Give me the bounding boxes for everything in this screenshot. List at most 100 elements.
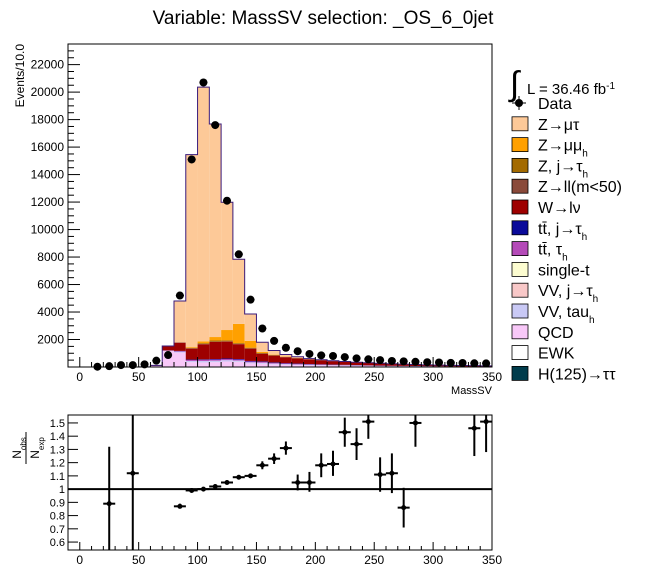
data-point <box>140 360 149 369</box>
stack-bar <box>197 344 210 360</box>
ratio-point <box>401 505 407 511</box>
legend-swatch <box>511 345 529 361</box>
stack-bar <box>209 123 222 338</box>
stack-bar <box>256 351 269 353</box>
legend-label-subscript: h <box>582 148 588 159</box>
ratio-x-tick-label: 100 <box>188 553 208 567</box>
stack-bar <box>221 202 233 331</box>
legend-label: W→lν <box>538 200 581 217</box>
stack-bar <box>244 347 257 349</box>
luminosity-exponent: -1 <box>606 81 615 92</box>
legend-swatch <box>511 220 529 236</box>
legend-swatch <box>511 199 529 215</box>
ratio-x-tick-label: 350 <box>482 553 502 567</box>
ratio-point <box>200 486 206 492</box>
ratio-x-tick-label: 300 <box>423 553 443 567</box>
ratio-point <box>248 473 254 479</box>
y-tick-label: 10000 <box>31 223 65 237</box>
stack-bar <box>209 341 222 360</box>
y-tick-label: 12000 <box>31 195 65 209</box>
legend-swatch <box>511 137 529 153</box>
ratio-point <box>342 429 348 435</box>
data-point <box>376 356 385 365</box>
ratio-point <box>306 480 312 485</box>
ratio-point <box>130 470 136 476</box>
main-plot-area <box>68 44 492 367</box>
stack-bar <box>185 347 198 349</box>
stack-bar <box>174 342 186 351</box>
ratio-point <box>106 501 112 507</box>
y-tick-label: 4000 <box>37 305 64 319</box>
stack-bar <box>280 357 292 364</box>
stack-bar <box>303 364 316 366</box>
stack-bar <box>280 364 292 367</box>
data-point <box>234 250 243 259</box>
stack-bar <box>338 365 351 367</box>
stack-bar <box>256 362 269 364</box>
ratio-x-tick-label: 50 <box>132 553 146 567</box>
stack-bar <box>174 301 186 343</box>
stack-bar <box>268 362 280 364</box>
ratio-point <box>212 483 218 489</box>
stack-bar <box>232 343 245 344</box>
legend-label-subscript: h <box>593 294 599 305</box>
data-point <box>423 358 432 367</box>
stack-bar <box>291 365 304 367</box>
stack-bar <box>244 361 257 363</box>
x-tick-label: 200 <box>305 370 325 384</box>
stack-bar <box>209 360 222 363</box>
stack-bar <box>315 365 328 367</box>
data-point <box>411 357 420 366</box>
ratio-label-numerator-sub: obs <box>19 437 28 450</box>
data-point <box>352 354 361 363</box>
stack-bar <box>303 359 316 365</box>
stack-bar <box>209 359 222 360</box>
luminosity-label: L = 36.46 fb-1 <box>527 81 615 99</box>
ratio-point <box>283 445 289 451</box>
ratio-point <box>412 420 418 426</box>
x-tick-label: 350 <box>482 370 502 384</box>
ratio-y-tick-label: 1.4 <box>50 431 65 443</box>
ratio-plot-area <box>68 415 492 550</box>
x-tick-label: 100 <box>188 370 208 384</box>
stack-bar <box>244 314 257 341</box>
stack-bar <box>197 343 210 344</box>
data-point <box>152 356 161 365</box>
ratio-y-tick-label: 1.1 <box>50 471 65 483</box>
stack-bar <box>256 352 269 354</box>
data-point <box>317 351 326 360</box>
x-axis-label: MassSV <box>451 385 493 397</box>
data-point <box>187 155 196 164</box>
legend-label: Z→μμh <box>538 138 588 160</box>
data-point <box>117 361 125 370</box>
stack-bar <box>232 359 245 360</box>
legend-label: tt̄, j→τh <box>538 221 587 243</box>
data-point <box>329 352 337 361</box>
stack-bar <box>197 359 210 361</box>
legend-label: Z, j→τh <box>538 158 588 180</box>
ratio-point <box>389 470 395 476</box>
ratio-label-denominator-sub: exp <box>37 437 46 450</box>
stack-bar <box>185 347 198 348</box>
legend-label: H(125)→ττ <box>538 366 616 383</box>
legend-label: EWK <box>538 346 575 363</box>
x-tick-label: 300 <box>423 370 443 384</box>
y-axis-label: Events/10.0 <box>13 44 27 108</box>
stack-bar <box>209 359 222 361</box>
data-point <box>293 347 302 356</box>
ratio-point <box>224 480 230 485</box>
stack-bar <box>174 351 186 352</box>
stack-bar <box>280 363 292 365</box>
ratio-point <box>365 419 371 425</box>
stack-bar <box>256 353 269 362</box>
ratio-point <box>471 425 477 431</box>
stack-bar <box>268 364 280 367</box>
legend-swatch <box>511 324 529 340</box>
stack-bar <box>244 348 257 361</box>
ratio-y-tick-label: 0.8 <box>50 511 65 523</box>
ratio-point <box>259 462 265 468</box>
stack-bar <box>150 365 163 367</box>
stack-bar <box>185 348 198 360</box>
ratio-y-tick-label: 0.6 <box>50 537 65 549</box>
